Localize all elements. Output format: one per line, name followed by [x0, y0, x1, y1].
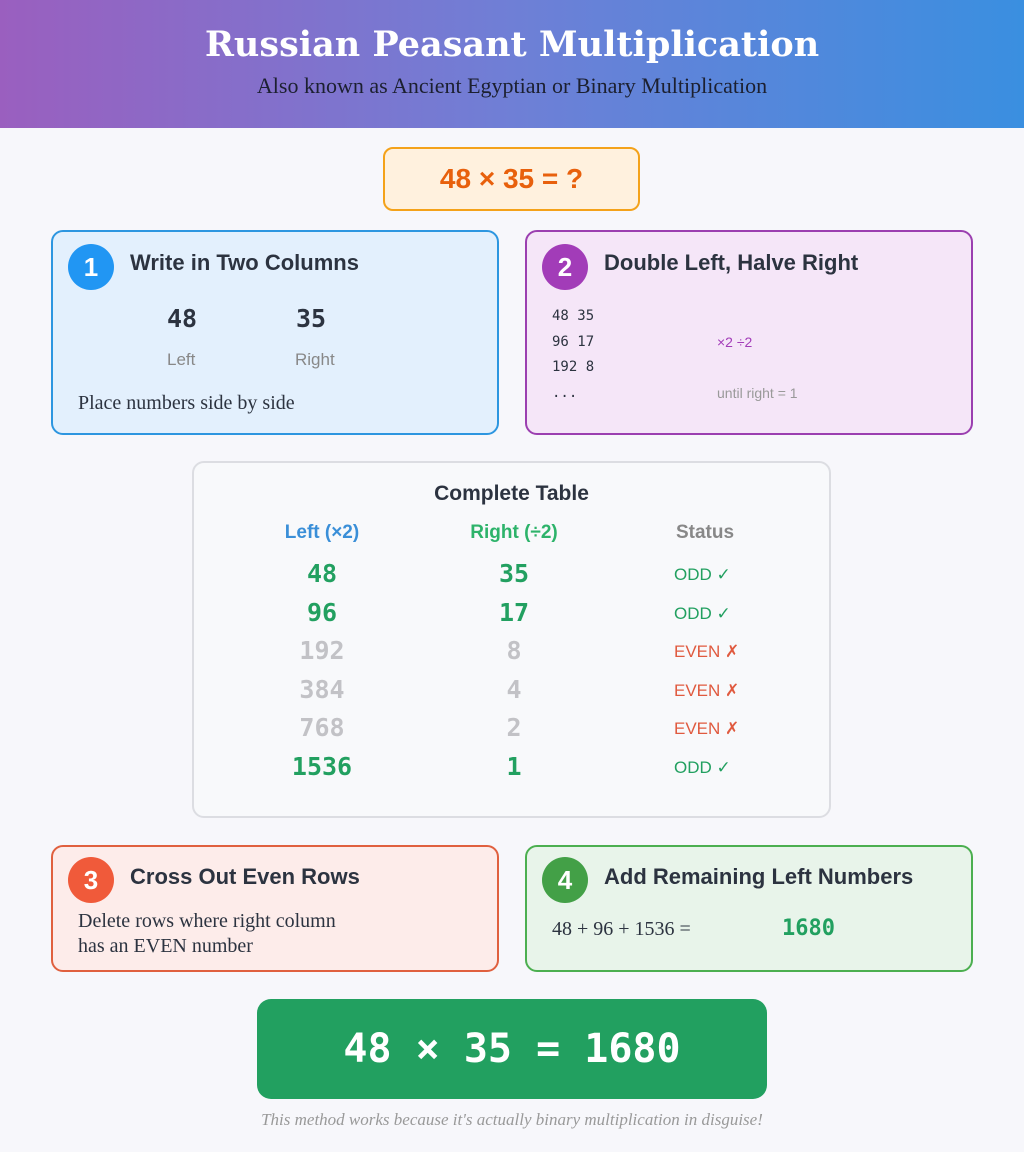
right-value: 35 — [296, 304, 327, 333]
left-cell: 768 — [299, 713, 345, 742]
complete-table: Complete Table Left (×2) Right (÷2) Stat… — [192, 461, 831, 818]
question-box: 48 × 35 = ? — [383, 147, 640, 211]
step-number-badge: 4 — [542, 857, 588, 903]
step-description: Place numbers side by side — [78, 392, 295, 414]
left-cell: 96 — [306, 597, 338, 627]
left-label: Left — [167, 350, 196, 369]
step-title: Double Left, Halve Right — [604, 250, 859, 275]
footnote: This method works because it's actually … — [261, 1110, 763, 1129]
code-line: 192 8 — [552, 359, 595, 375]
right-cell: 8 — [506, 636, 522, 665]
header-right: Right (÷2) — [470, 522, 558, 543]
page-subtitle: Also known as Ancient Egyptian or Binary… — [256, 73, 768, 98]
left-cell: 384 — [299, 674, 345, 704]
step4-card: 4 Add Remaining Left Numbers 48 + 96 + 1… — [525, 845, 973, 972]
status-badge: ODD ✓ — [674, 757, 731, 777]
step-title: Write in Two Columns — [130, 250, 359, 275]
sum-expression: 48 + 96 + 1536 = — [552, 918, 691, 940]
header-status: Status — [675, 522, 735, 543]
step-title: Cross Out Even Rows — [130, 864, 360, 889]
left-cell: 1536 — [291, 751, 353, 781]
code-line: 48 35 — [552, 308, 595, 324]
right-cell: 35 — [498, 559, 530, 588]
step-number-badge: 2 — [542, 244, 588, 290]
termination-note: until right = 1 — [717, 385, 798, 401]
status-badge: EVEN ✗ — [674, 642, 740, 661]
page-title: Russian Peasant Multiplication — [204, 24, 820, 65]
right-cell: 4 — [506, 674, 522, 704]
right-cell: 1 — [506, 751, 522, 781]
right-cell: 2 — [506, 713, 522, 742]
step-number-badge: 1 — [68, 244, 114, 290]
code-line: ... — [552, 385, 578, 401]
operation-hint: ×2 ÷2 — [717, 334, 753, 350]
step-description: Delete rows where right column — [78, 910, 336, 932]
status-badge: EVEN ✗ — [674, 719, 740, 738]
step1-card: 1 Write in Two Columns 48 35 Left Right … — [51, 230, 499, 435]
step-title: Add Remaining Left Numbers — [604, 864, 914, 889]
header-left: Left (×2) — [284, 522, 360, 543]
status-badge: EVEN ✗ — [674, 680, 740, 700]
step-description: has an EVEN number — [78, 935, 253, 957]
step-number-badge: 3 — [68, 857, 114, 903]
status-badge: ODD ✓ — [674, 565, 731, 584]
code-line: 96 17 — [552, 334, 595, 350]
status-badge: ODD ✓ — [674, 603, 731, 623]
left-cell: 192 — [299, 636, 345, 665]
sum-total: 1680 — [782, 916, 835, 941]
left-value: 48 — [167, 304, 198, 333]
step2-card: 2 Double Left, Halve Right 48 35 96 17 1… — [525, 230, 973, 435]
left-cell: 48 — [306, 559, 338, 588]
table-title: Complete Table — [434, 482, 589, 505]
header-banner: Russian Peasant Multiplication Also know… — [0, 0, 1024, 128]
right-label: Right — [295, 350, 335, 369]
result-banner: 48 × 35 = 1680 — [257, 999, 767, 1099]
right-cell: 17 — [498, 597, 530, 627]
step3-card: 3 Cross Out Even Rows Delete rows where … — [51, 845, 499, 972]
